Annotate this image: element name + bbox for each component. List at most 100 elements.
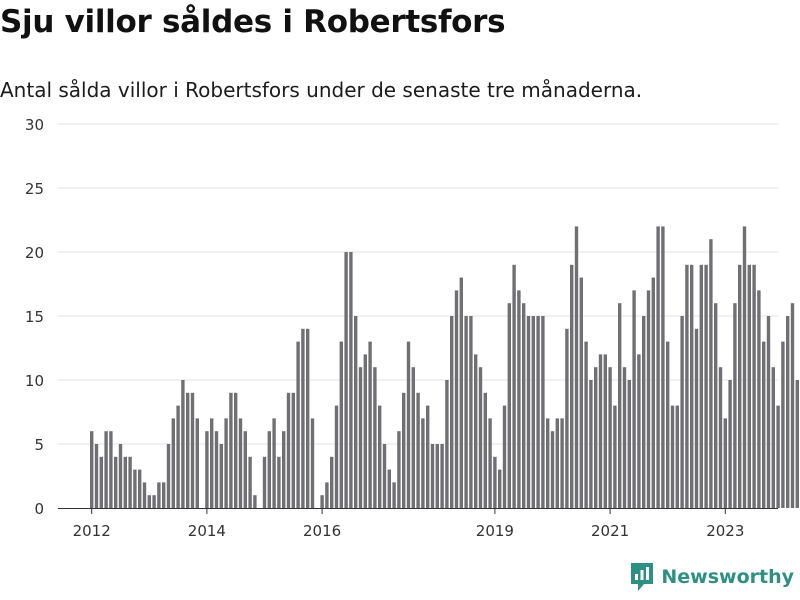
bar — [704, 264, 708, 508]
bar — [349, 252, 353, 508]
bar — [109, 431, 113, 508]
bar — [536, 316, 540, 508]
bar — [243, 431, 247, 508]
bar — [709, 239, 713, 508]
bar — [618, 303, 622, 508]
bar — [392, 482, 396, 508]
bar — [589, 380, 593, 508]
bar — [498, 469, 502, 508]
bar — [435, 444, 439, 508]
bar — [445, 380, 449, 508]
bar — [570, 264, 574, 508]
bar — [94, 444, 99, 508]
bar — [133, 469, 137, 508]
bar — [474, 354, 478, 508]
bar — [608, 367, 612, 508]
bar — [205, 431, 209, 508]
bar — [459, 277, 463, 508]
y-tick-label: 25 — [25, 180, 44, 198]
bar — [114, 456, 118, 508]
bar — [195, 418, 199, 508]
bar — [507, 303, 511, 508]
y-tick-label: 30 — [25, 116, 44, 134]
bar — [234, 392, 238, 508]
bar — [147, 495, 151, 508]
bar — [334, 405, 339, 508]
x-tick-label: 2023 — [706, 522, 744, 540]
bar — [512, 264, 516, 508]
bar — [262, 456, 267, 508]
x-axis — [58, 508, 778, 514]
bar — [464, 316, 468, 508]
newsworthy-logo-icon — [631, 563, 654, 591]
chart-subtitle: Antal sålda villor i Robertsfors under d… — [0, 78, 643, 102]
bar — [99, 456, 103, 508]
bar — [118, 444, 123, 508]
bar — [646, 290, 651, 508]
bar — [790, 303, 795, 508]
bar — [248, 456, 252, 508]
bar — [488, 418, 492, 508]
bar — [742, 226, 747, 508]
bar — [550, 431, 555, 508]
bar — [430, 444, 435, 508]
bar — [747, 264, 751, 508]
bar — [560, 418, 564, 508]
bar — [493, 456, 497, 508]
bar — [162, 482, 166, 508]
bar — [526, 316, 531, 508]
x-tick-label: 2014 — [188, 522, 226, 540]
bar — [579, 277, 583, 508]
bar — [181, 380, 185, 508]
bar — [594, 367, 598, 508]
bar — [565, 328, 569, 508]
bar — [651, 277, 655, 508]
bar — [680, 316, 684, 508]
bar — [670, 405, 675, 508]
bar — [627, 380, 631, 508]
bar — [613, 405, 617, 508]
x-tick-label: 2021 — [591, 522, 629, 540]
bar — [733, 303, 737, 508]
bar — [368, 341, 372, 508]
bar — [277, 456, 281, 508]
bar — [517, 290, 521, 508]
brand-name: Newsworthy — [661, 566, 794, 588]
bar — [253, 495, 257, 508]
bar — [522, 303, 526, 508]
bar — [426, 405, 430, 508]
bar — [282, 431, 286, 508]
bar — [728, 380, 732, 508]
bar — [157, 482, 161, 508]
bar — [555, 418, 559, 508]
bar — [723, 418, 727, 508]
bar — [397, 431, 401, 508]
bar — [454, 290, 459, 508]
bar — [690, 264, 694, 508]
bar — [574, 226, 579, 508]
bar — [541, 316, 545, 508]
newsworthy-logo: Newsworthy — [629, 562, 794, 592]
bar — [738, 264, 742, 508]
bar — [752, 264, 756, 508]
bar — [502, 405, 507, 508]
bar — [310, 418, 315, 508]
x-tick-label: 2019 — [476, 522, 514, 540]
y-tick-label: 15 — [25, 308, 44, 326]
bar — [603, 354, 607, 508]
bar — [128, 456, 132, 508]
bar — [344, 252, 348, 508]
bar — [186, 392, 190, 508]
bar — [795, 380, 799, 508]
y-tick-label: 10 — [25, 372, 44, 390]
bar — [666, 341, 670, 508]
bar — [786, 316, 790, 508]
bar — [176, 405, 180, 508]
bar — [210, 418, 214, 508]
x-tick-label: 2012 — [73, 522, 111, 540]
bar — [402, 392, 406, 508]
bar — [320, 495, 324, 508]
bar — [142, 482, 147, 508]
bar — [286, 392, 291, 508]
bar — [166, 444, 171, 508]
